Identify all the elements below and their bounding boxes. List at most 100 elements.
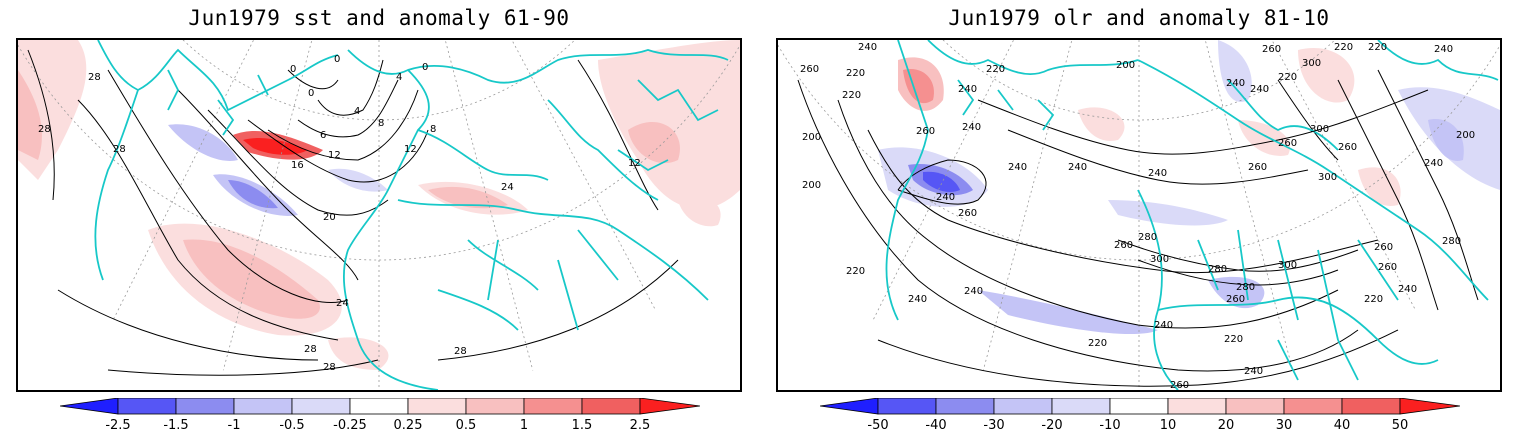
contour-label: 200 — [802, 180, 821, 191]
contour-label: 220 — [1368, 42, 1387, 53]
map-sst: 28 28 28 28 28 28 24 24 20 16 12 12 8 8 … — [16, 38, 742, 392]
contour-label: 28 — [38, 124, 51, 135]
contour-label: 260 — [1338, 142, 1357, 153]
contour-label: 220 — [1224, 334, 1243, 345]
contour-label: 280 — [1442, 236, 1461, 247]
contour-label: 240 — [1434, 44, 1453, 55]
contour-label: 12 — [404, 144, 417, 155]
graticule — [18, 40, 740, 390]
contour-label: 260 — [1378, 262, 1397, 273]
contour-label: 12 — [328, 150, 341, 161]
contour-label: 240 — [1244, 366, 1263, 377]
contour-label: 220 — [986, 64, 1005, 75]
contour-label: 12 — [628, 158, 641, 169]
colorbar-label: 50 — [1391, 418, 1409, 433]
contour-label: 240 — [1148, 168, 1167, 179]
contour-label: 260 — [1278, 138, 1297, 149]
contour-label: 28 — [304, 344, 317, 355]
contour-label: 300 — [1302, 58, 1321, 69]
contour-label: 28 — [454, 346, 467, 357]
contour-label: 220 — [846, 68, 865, 79]
graticule — [778, 40, 1500, 390]
colorbar-label: 40 — [1333, 418, 1351, 433]
coastlines — [885, 40, 1499, 390]
contour-label: 240 — [964, 286, 983, 297]
contour-label: 6 — [320, 130, 326, 141]
colorbar-label: 20 — [1217, 418, 1235, 433]
contour-label: 260 — [958, 208, 977, 219]
contour-label: 220 — [1088, 338, 1107, 349]
contour-label: 0 — [290, 64, 296, 75]
colorbar-label: 1.5 — [571, 418, 593, 433]
contour-label: 240 — [1424, 158, 1443, 169]
contour-label: 8 — [378, 118, 384, 129]
colorbar-label: 30 — [1275, 418, 1293, 433]
contour-label: 240 — [1008, 162, 1027, 173]
contour-label: 28 — [113, 144, 126, 155]
panel-title: Jun1979 sst and anomaly 61-90 — [188, 6, 570, 30]
contour-label: 4 — [396, 72, 402, 83]
colorbar-label: -1 — [227, 418, 241, 433]
contour-label: 24 — [336, 298, 349, 309]
colorbar-label: 2.5 — [629, 418, 651, 433]
contour-label: 240 — [936, 192, 955, 203]
map-sst-svg: 28 28 28 28 28 28 24 24 20 16 12 12 8 8 … — [18, 40, 740, 390]
colorbar-label: -40 — [925, 418, 947, 433]
olr-contours — [797, 69, 1479, 387]
contour-label: 240 — [1226, 78, 1245, 89]
contour-label: 200 — [802, 132, 821, 143]
contour-label: 4 — [354, 106, 360, 117]
contour-label: 300 — [1150, 254, 1169, 265]
contour-label: 260 — [1114, 240, 1133, 251]
contour-label: 220 — [1334, 42, 1353, 53]
map-olr-svg: 240 260 220 220 200 200 240 260 240 220 … — [778, 40, 1500, 390]
contour-labels: 240 260 220 220 200 200 240 260 240 220 … — [800, 42, 1475, 390]
anomaly-fill — [18, 40, 740, 370]
contour-label: 220 — [1278, 72, 1297, 83]
contour-label: 0 — [422, 62, 428, 73]
colorbar-label: 0.25 — [393, 418, 423, 433]
contour-label: 300 — [1278, 260, 1297, 271]
contour-label: 16 — [291, 160, 304, 171]
panel-olr: Jun1979 olr and anomaly 81-10 — [760, 0, 1520, 433]
colorbar-label: 0.5 — [455, 418, 477, 433]
contour-label: 28 — [323, 362, 336, 373]
contour-label: 260 — [1226, 294, 1245, 305]
contour-label: 260 — [1262, 44, 1281, 55]
colorbar-olr — [820, 398, 1460, 415]
colorbar-label: 10 — [1159, 418, 1177, 433]
contour-label: 200 — [1456, 130, 1475, 141]
contour-label: 280 — [1236, 282, 1255, 293]
contour-label: 260 — [800, 64, 819, 75]
coastlines — [94, 40, 729, 390]
contour-label: 260 — [1170, 380, 1189, 390]
contour-label: 300 — [1318, 172, 1337, 183]
contour-label: 240 — [1068, 162, 1087, 173]
contour-label: 260 — [1248, 162, 1267, 173]
colorbar-label: -1.5 — [163, 418, 189, 433]
contour-label: 0 — [308, 88, 314, 99]
colorbar-label: -0.5 — [279, 418, 305, 433]
contour-label: 8 — [430, 124, 436, 135]
contour-label: 240 — [858, 42, 877, 53]
sst-contours — [27, 49, 679, 376]
contour-label: 220 — [1364, 294, 1383, 305]
colorbar-label: -2.5 — [105, 418, 131, 433]
contour-label: 240 — [1154, 320, 1173, 331]
contour-labels: 28 28 28 28 28 28 24 24 20 16 12 12 8 8 … — [38, 54, 641, 373]
contour-label: 280 — [1208, 264, 1227, 275]
contour-label: 240 — [962, 122, 981, 133]
colorbar-label: -10 — [1099, 418, 1121, 433]
colorbar-label: -0.25 — [333, 418, 367, 433]
panel-title: Jun1979 olr and anomaly 81-10 — [948, 6, 1330, 30]
contour-label: 0 — [334, 54, 340, 65]
colorbar-label: 1 — [519, 418, 529, 433]
contour-label: 260 — [916, 126, 935, 137]
map-olr: 240 260 220 220 200 200 240 260 240 220 … — [776, 38, 1502, 392]
colorbar-sst — [60, 398, 700, 415]
panel-sst: Jun1979 sst and anomaly 61-90 — [0, 0, 760, 433]
contour-label: 280 — [1138, 232, 1157, 243]
contour-label: 260 — [1374, 242, 1393, 253]
contour-label: 28 — [88, 72, 101, 83]
contour-label: 20 — [323, 212, 336, 223]
